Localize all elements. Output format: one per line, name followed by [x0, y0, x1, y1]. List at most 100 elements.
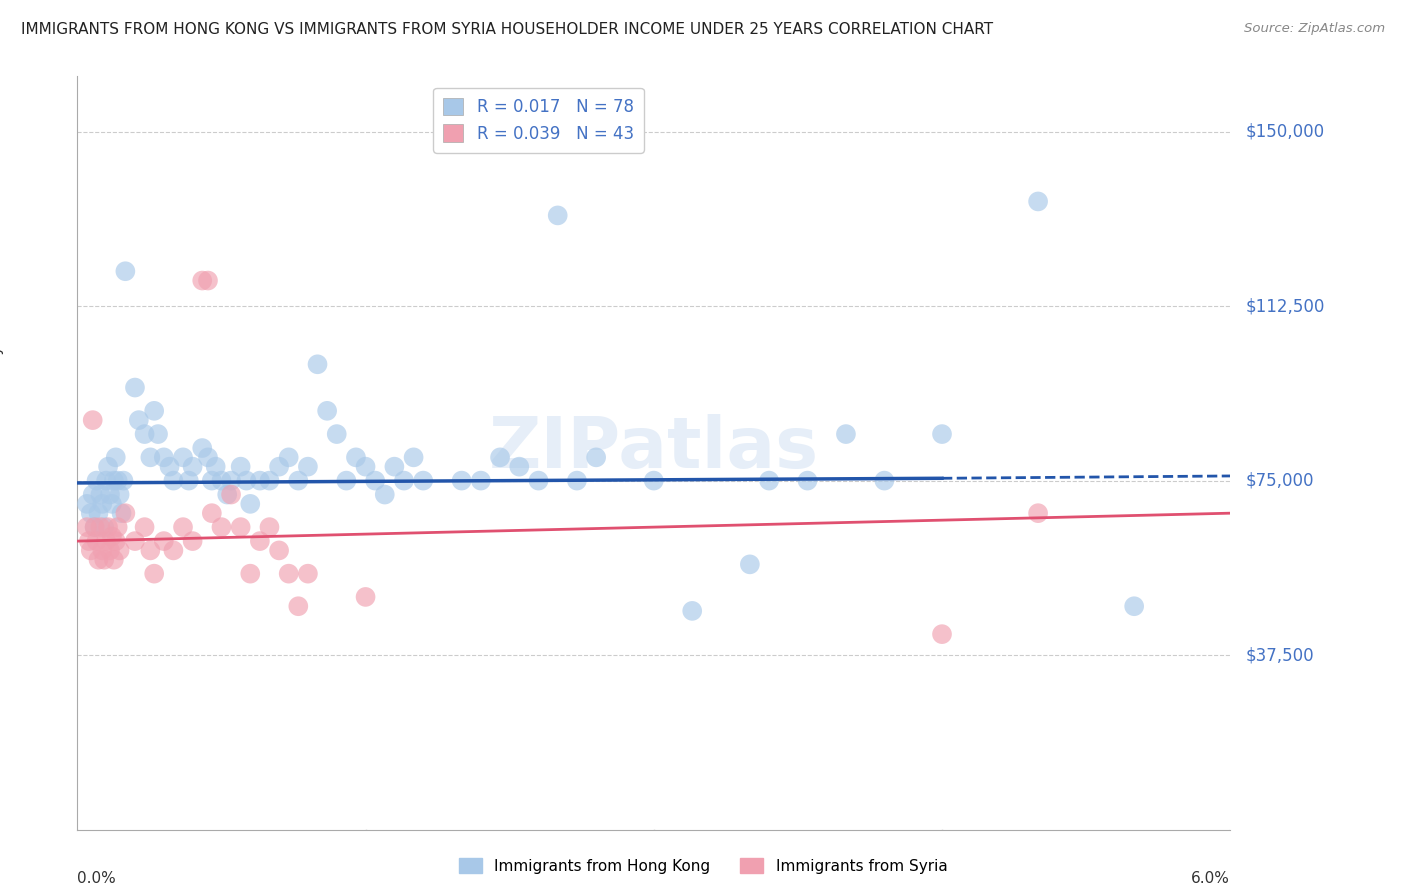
Text: 6.0%: 6.0% — [1191, 871, 1230, 887]
Point — [83, 520, 105, 534]
Point — [110, 506, 132, 520]
Point — [402, 450, 425, 465]
Point — [565, 474, 588, 488]
Point — [139, 450, 162, 465]
Point — [143, 566, 166, 581]
Point — [259, 474, 281, 488]
Point — [643, 474, 665, 488]
Point — [104, 534, 127, 549]
Point — [172, 450, 194, 465]
Point — [124, 534, 146, 549]
Point — [93, 552, 115, 566]
Point — [277, 450, 299, 465]
Point — [76, 497, 98, 511]
Point — [82, 413, 104, 427]
Point — [344, 450, 367, 465]
Point — [277, 566, 299, 581]
Point — [382, 459, 406, 474]
Point — [104, 450, 127, 465]
Point — [86, 474, 108, 488]
Point — [229, 459, 252, 474]
Point — [91, 497, 114, 511]
Point — [267, 543, 291, 558]
Point — [297, 459, 319, 474]
Point — [219, 487, 242, 501]
Point — [354, 590, 377, 604]
Point — [364, 474, 387, 488]
Point — [1026, 194, 1049, 209]
Text: IMMIGRANTS FROM HONG KONG VS IMMIGRANTS FROM SYRIA HOUSEHOLDER INCOME UNDER 25 Y: IMMIGRANTS FROM HONG KONG VS IMMIGRANTS … — [21, 22, 993, 37]
Text: $75,000: $75,000 — [1246, 472, 1315, 490]
Point — [134, 427, 156, 442]
Point — [146, 427, 169, 442]
Point — [128, 413, 150, 427]
Point — [101, 529, 124, 543]
Point — [97, 459, 120, 474]
Point — [87, 552, 110, 566]
Point — [354, 459, 377, 474]
Point — [307, 357, 329, 371]
Point — [259, 520, 281, 534]
Text: ZIPatlas: ZIPatlas — [489, 414, 818, 483]
Point — [316, 404, 339, 418]
Legend: R = 0.017   N = 78, R = 0.039   N = 43: R = 0.017 N = 78, R = 0.039 N = 43 — [433, 88, 644, 153]
Point — [197, 450, 219, 465]
Point — [191, 274, 214, 288]
Point — [508, 459, 530, 474]
Point — [201, 474, 224, 488]
Point — [547, 208, 569, 222]
Point — [159, 459, 181, 474]
Point — [217, 487, 239, 501]
Point — [80, 543, 103, 558]
Text: $150,000: $150,000 — [1246, 123, 1324, 141]
Text: $37,500: $37,500 — [1246, 646, 1315, 664]
Point — [267, 459, 291, 474]
Point — [527, 474, 550, 488]
Point — [134, 520, 156, 534]
Point — [835, 427, 858, 442]
Point — [98, 543, 121, 558]
Point — [103, 474, 125, 488]
Point — [796, 474, 818, 488]
Point — [96, 534, 117, 549]
Point — [470, 474, 492, 488]
Point — [738, 558, 761, 572]
Point — [211, 520, 233, 534]
Point — [191, 441, 214, 455]
Point — [77, 534, 100, 549]
Point — [103, 552, 125, 566]
Point — [91, 543, 114, 558]
Point — [249, 474, 271, 488]
Point — [87, 506, 110, 520]
Point — [98, 487, 121, 501]
Point — [204, 459, 226, 474]
Point — [681, 604, 703, 618]
Point — [93, 520, 115, 534]
Text: Source: ZipAtlas.com: Source: ZipAtlas.com — [1244, 22, 1385, 36]
Point — [585, 450, 607, 465]
Point — [108, 543, 131, 558]
Point — [83, 520, 105, 534]
Point — [758, 474, 780, 488]
Point — [287, 599, 309, 614]
Point — [249, 534, 271, 549]
Point — [239, 566, 262, 581]
Point — [1123, 599, 1146, 614]
Point — [931, 627, 953, 641]
Point — [76, 520, 98, 534]
Point — [139, 543, 162, 558]
Text: Householder Income Under 25 years: Householder Income Under 25 years — [0, 312, 4, 593]
Point — [86, 534, 108, 549]
Point — [287, 474, 309, 488]
Point — [177, 474, 200, 488]
Point — [450, 474, 472, 488]
Point — [82, 487, 104, 501]
Point — [89, 487, 111, 501]
Point — [239, 497, 262, 511]
Point — [873, 474, 896, 488]
Point — [112, 474, 135, 488]
Legend: Immigrants from Hong Kong, Immigrants from Syria: Immigrants from Hong Kong, Immigrants fr… — [453, 852, 953, 880]
Point — [374, 487, 396, 501]
Point — [124, 380, 146, 394]
Point — [211, 474, 233, 488]
